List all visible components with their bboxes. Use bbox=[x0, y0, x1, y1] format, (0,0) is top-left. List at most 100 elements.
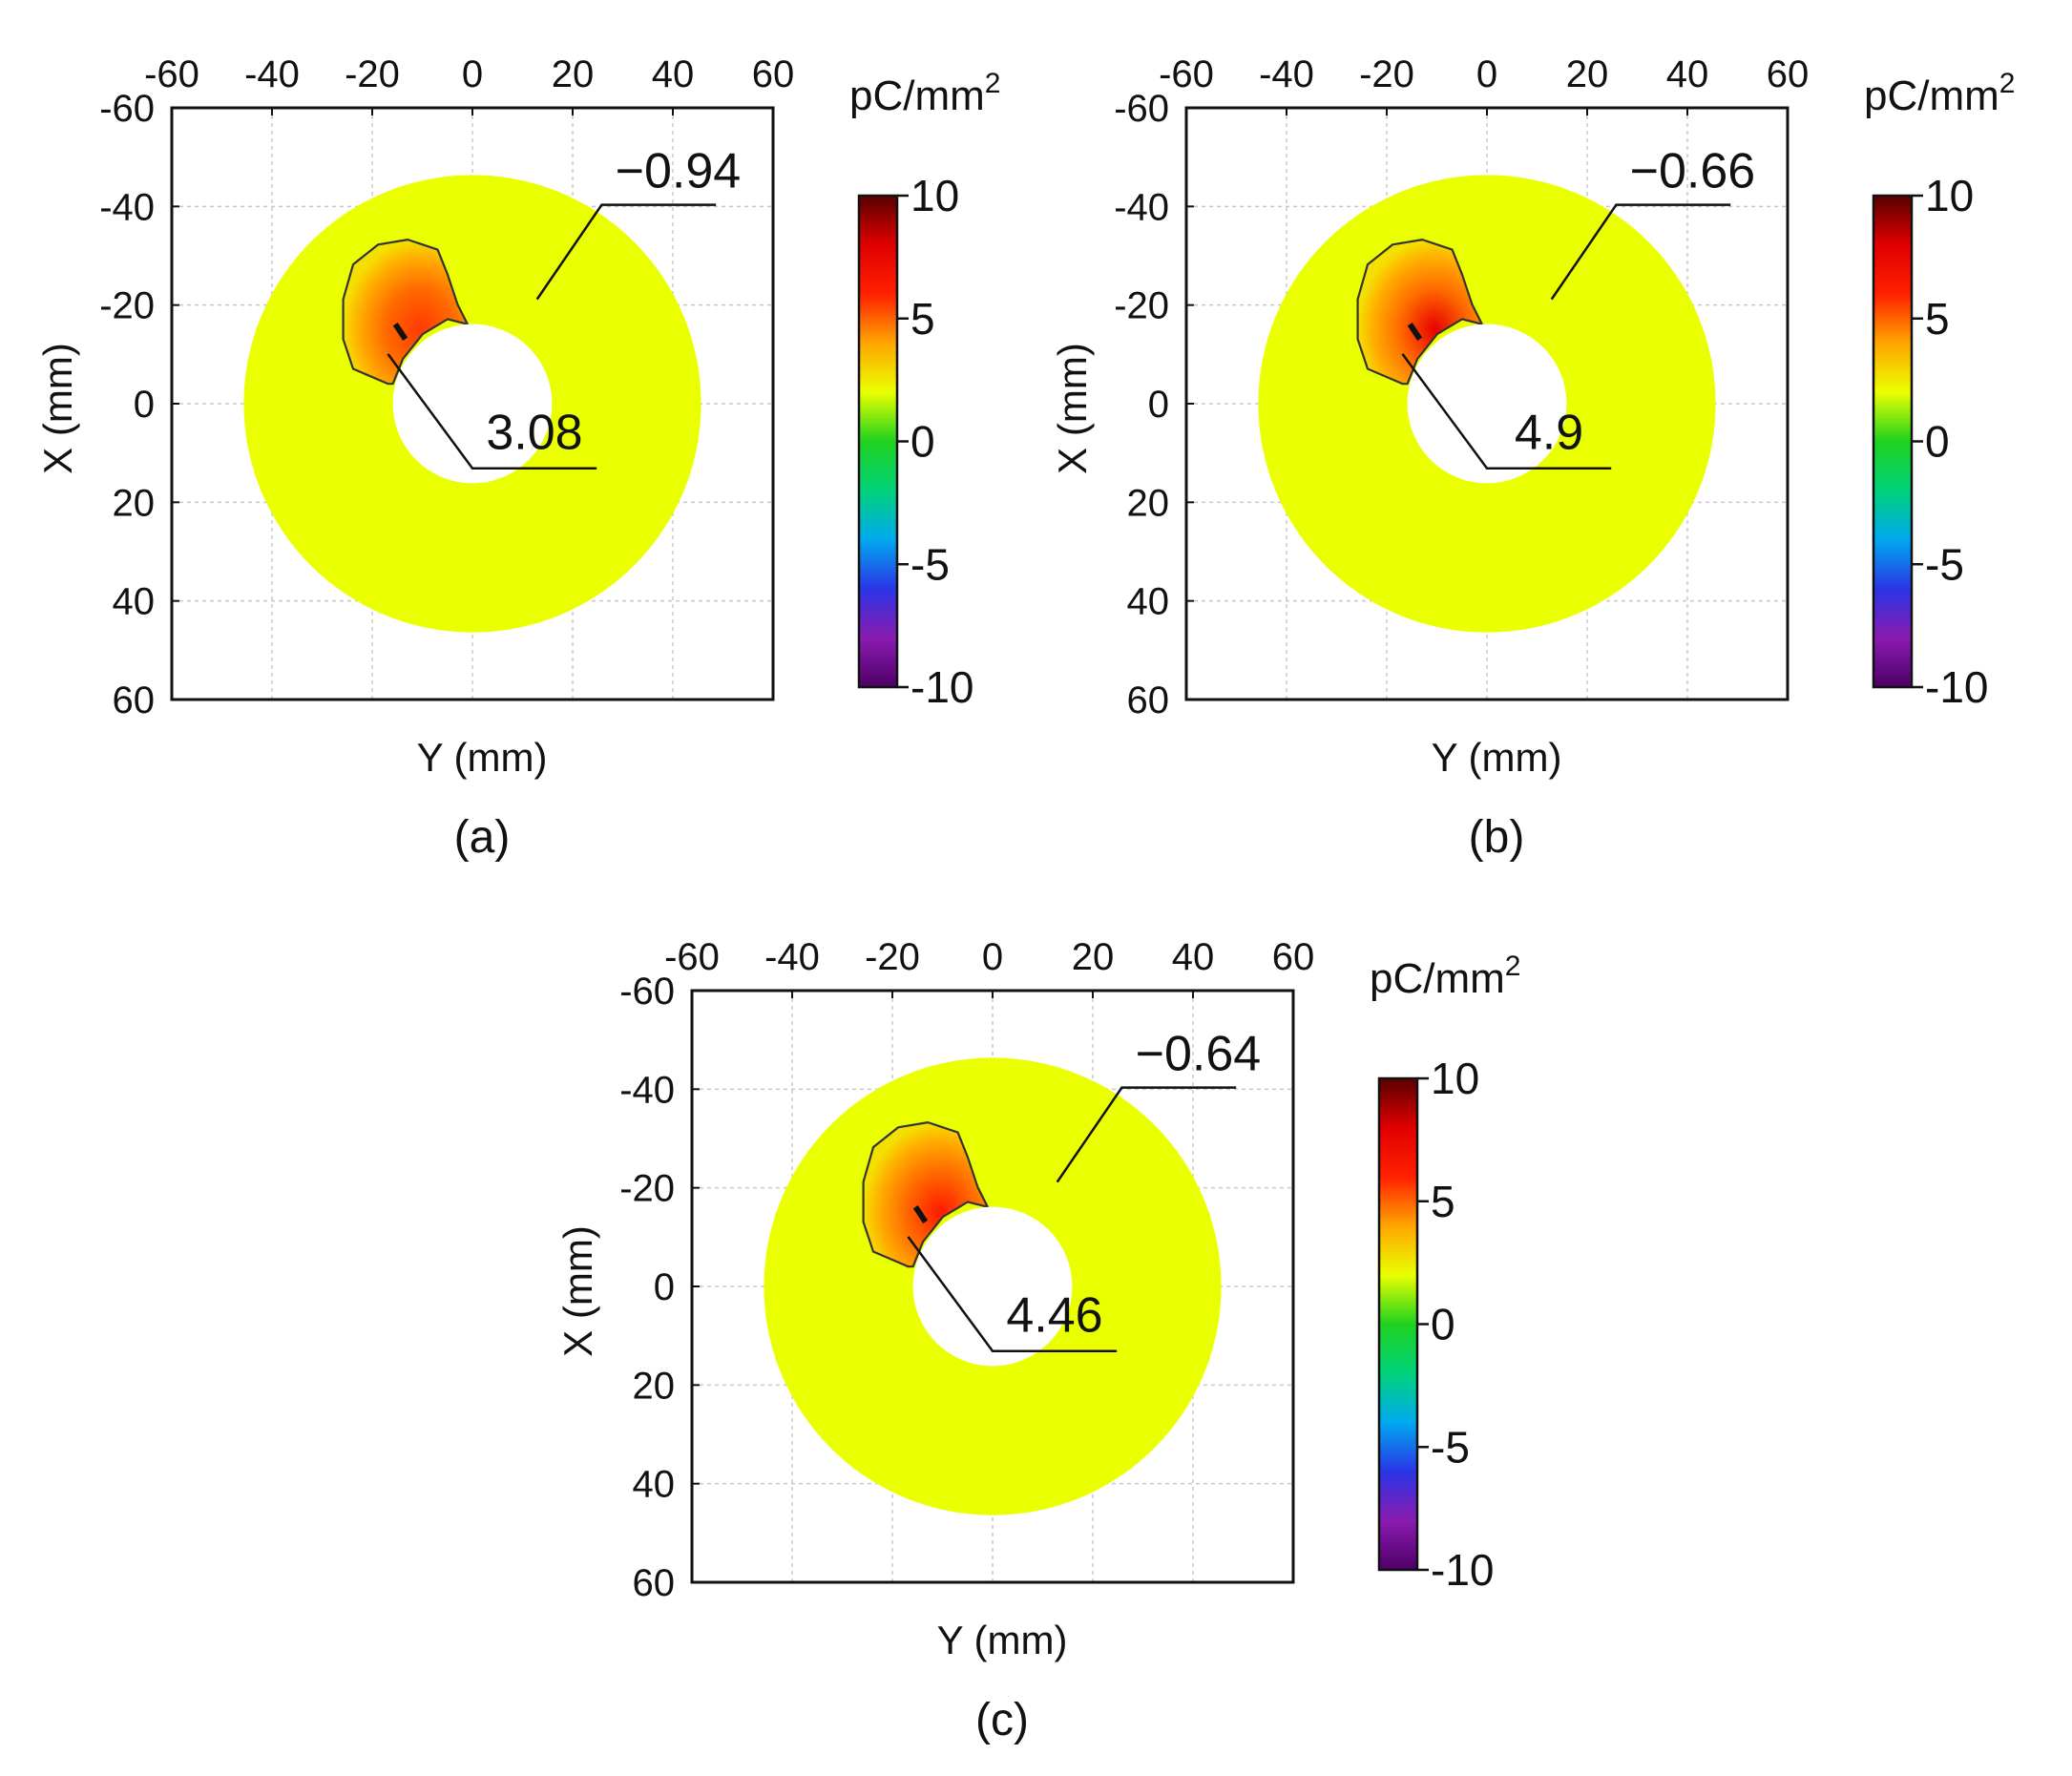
charge-hotspot bbox=[343, 240, 468, 385]
colorbar bbox=[857, 194, 899, 689]
min-value-label: −0.94 bbox=[616, 144, 742, 199]
max-marker bbox=[392, 323, 408, 341]
y-tick-label: -20 bbox=[1114, 285, 1169, 327]
max-callout-line bbox=[387, 353, 597, 470]
y-tick-label: -20 bbox=[99, 285, 155, 327]
panel-a: -60 -40 -20 0 20 40 60 -60 -40 -20 0 20 40 60 Y (mm) X … bbox=[0, 0, 1040, 888]
max-callout-line bbox=[907, 1236, 1118, 1352]
colorbar-unit: pC/mm2 bbox=[849, 68, 1000, 119]
y-tick-label: 60 bbox=[1127, 679, 1170, 721]
x-axis-title: Y (mm) bbox=[1432, 735, 1562, 780]
charge-hotspot bbox=[863, 1122, 988, 1267]
colorbar-unit-sup: 2 bbox=[1505, 951, 1521, 982]
y-tick-label: -60 bbox=[99, 88, 155, 130]
y-tick-label: -40 bbox=[619, 1069, 675, 1111]
inner-hole bbox=[1407, 324, 1567, 484]
colorbar-unit-sup: 2 bbox=[985, 68, 1001, 99]
x-tick-label: -20 bbox=[865, 936, 920, 978]
y-tick-label: -60 bbox=[619, 971, 675, 1013]
x-tick-label: 20 bbox=[1072, 936, 1115, 978]
x-tick-label: -20 bbox=[345, 53, 400, 95]
x-tick-label: 40 bbox=[652, 53, 695, 95]
colorbar-unit-base: pC/mm bbox=[849, 73, 985, 119]
colorbar-tick-label: 5 bbox=[1431, 1177, 1455, 1226]
max-marker bbox=[912, 1205, 929, 1223]
panel-caption: (c) bbox=[975, 1695, 1029, 1745]
min-callout-line bbox=[1550, 203, 1731, 301]
colorbar-tick-label: 0 bbox=[910, 417, 935, 467]
colorbar bbox=[1377, 1076, 1419, 1572]
max-marker bbox=[1407, 323, 1423, 341]
x-tick-label: -60 bbox=[664, 936, 720, 978]
min-callout-line bbox=[1056, 1086, 1237, 1183]
x-tick-label: -40 bbox=[244, 53, 300, 95]
colorbar-tick-label: -5 bbox=[1925, 539, 1964, 589]
colorbar-tick-label: 5 bbox=[910, 294, 935, 344]
max-value-label: 4.9 bbox=[1515, 406, 1583, 461]
colorbar-tick-label: -5 bbox=[910, 539, 950, 589]
colorbar-tick-label: 0 bbox=[1431, 1300, 1455, 1349]
y-tick-label: 40 bbox=[633, 1464, 676, 1506]
x-tick-label: -60 bbox=[144, 53, 199, 95]
min-value-label: −0.64 bbox=[1136, 1027, 1262, 1082]
y-tick-label: -40 bbox=[99, 186, 155, 228]
y-tick-label: 20 bbox=[633, 1365, 676, 1407]
x-tick-label: -60 bbox=[1159, 53, 1214, 95]
panel-b: -60 -40 -20 0 20 40 60 -60 -40 -20 0 20 40 60 Y (mm) X … bbox=[1015, 0, 2055, 888]
x-tick-label: 0 bbox=[1476, 53, 1497, 95]
x-tick-label: 20 bbox=[552, 53, 595, 95]
y-tick-label: 0 bbox=[1148, 384, 1169, 426]
colorbar-tick-label: -10 bbox=[1925, 662, 1988, 712]
min-callout-line bbox=[535, 203, 717, 301]
x-tick-label: 20 bbox=[1566, 53, 1609, 95]
panel-c: -60 -40 -20 0 20 40 60 -60 -40 -20 0 20 40 60 Y (mm) X … bbox=[520, 883, 1560, 1770]
y-tick-label: 0 bbox=[654, 1266, 675, 1308]
y-axis-title: X (mm) bbox=[1050, 343, 1095, 474]
x-tick-label: 0 bbox=[982, 936, 1003, 978]
x-tick-label: -40 bbox=[1259, 53, 1314, 95]
y-tick-label: 0 bbox=[134, 384, 155, 426]
max-value-label: 4.46 bbox=[1006, 1288, 1102, 1344]
inner-hole bbox=[912, 1206, 1073, 1367]
colorbar-unit-base: pC/mm bbox=[1370, 955, 1505, 1002]
y-tick-label: -60 bbox=[1114, 88, 1169, 130]
colorbar-unit-base: pC/mm bbox=[1864, 73, 1999, 119]
max-value-label: 3.08 bbox=[486, 406, 582, 461]
colorbar-unit: pC/mm2 bbox=[1864, 68, 2015, 119]
colorbar bbox=[1872, 194, 1914, 689]
y-tick-label: 40 bbox=[113, 581, 156, 623]
colorbar-tick-label: -10 bbox=[1431, 1545, 1494, 1595]
min-value-label: −0.66 bbox=[1630, 144, 1756, 199]
colorbar-tick-label: 10 bbox=[910, 171, 959, 220]
colorbar-tick-label: -10 bbox=[910, 662, 973, 712]
colorbar-tick-label: 10 bbox=[1431, 1054, 1479, 1103]
y-tick-label: 60 bbox=[633, 1562, 676, 1604]
colorbar-tick-label: 0 bbox=[1925, 417, 1950, 467]
y-axis-title: X (mm) bbox=[35, 343, 80, 474]
charge-hotspot bbox=[1357, 240, 1482, 385]
hotspot-contour bbox=[342, 239, 469, 386]
max-callout-line bbox=[1401, 353, 1612, 470]
x-tick-label: 40 bbox=[1666, 53, 1709, 95]
colorbar-tick-label: 5 bbox=[1925, 294, 1950, 344]
x-tick-label: 0 bbox=[462, 53, 483, 95]
panel-caption: (a) bbox=[454, 812, 511, 863]
y-tick-label: 60 bbox=[113, 679, 156, 721]
y-axis-title: X (mm) bbox=[555, 1225, 600, 1357]
x-tick-label: 60 bbox=[1272, 936, 1315, 978]
y-tick-label: -40 bbox=[1114, 186, 1169, 228]
x-tick-label: 60 bbox=[1767, 53, 1810, 95]
x-axis-title: Y (mm) bbox=[417, 735, 548, 780]
y-tick-label: 20 bbox=[113, 482, 156, 524]
x-tick-label: -20 bbox=[1359, 53, 1414, 95]
hotspot-contour bbox=[862, 1121, 989, 1268]
inner-hole bbox=[392, 324, 553, 484]
colorbar-unit: pC/mm2 bbox=[1370, 951, 1520, 1002]
colorbar-tick-label: -5 bbox=[1431, 1422, 1470, 1472]
y-tick-label: 40 bbox=[1127, 581, 1170, 623]
x-tick-label: -40 bbox=[764, 936, 820, 978]
